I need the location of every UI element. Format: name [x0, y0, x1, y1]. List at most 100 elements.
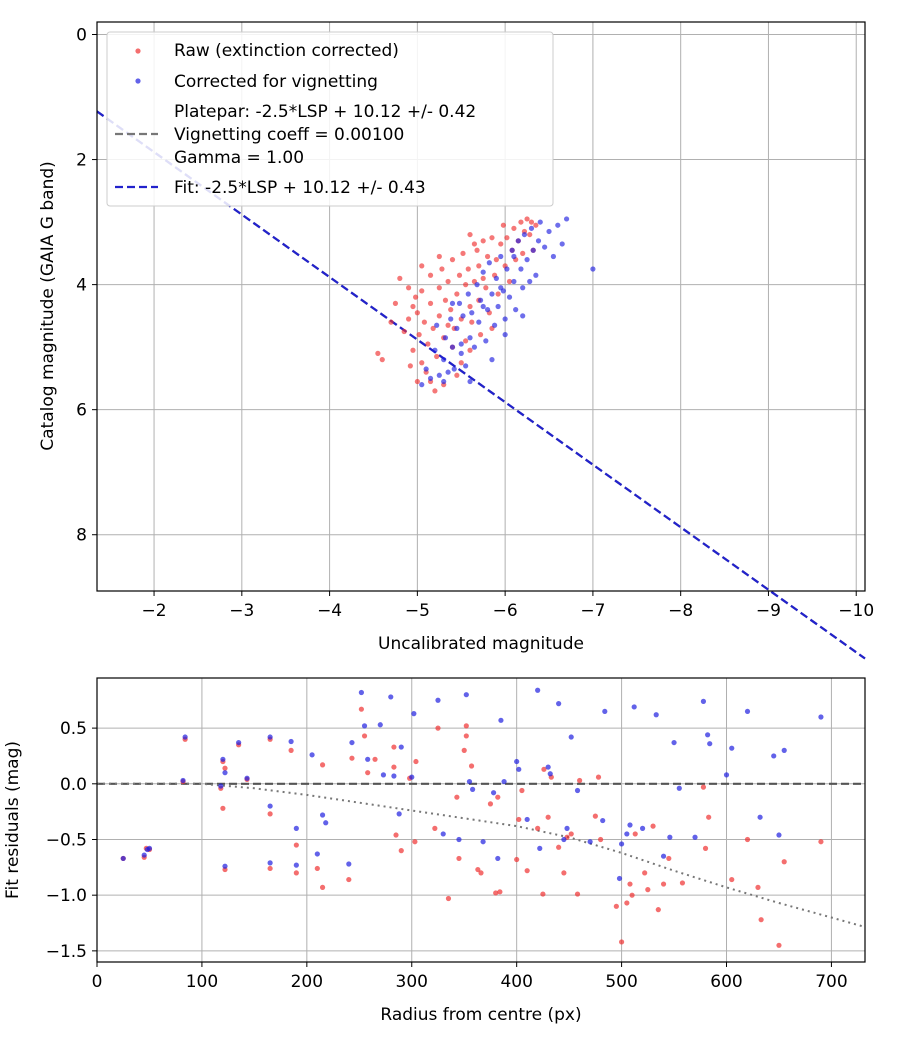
raw-residual-point	[349, 755, 355, 761]
top-y-tick-label: 6	[76, 401, 87, 421]
corrected-residual-point	[676, 785, 682, 791]
raw-residual-point	[655, 907, 661, 913]
raw-residual-point	[706, 814, 712, 820]
raw-residual-point	[577, 777, 583, 784]
corrected-residual-point	[618, 841, 625, 847]
raw-point	[434, 353, 440, 360]
corrected-residual-point	[535, 687, 541, 693]
corrected-residual-point	[600, 817, 606, 824]
raw-residual-point	[456, 855, 462, 862]
raw-residual-point	[666, 855, 672, 862]
raw-residual-point	[755, 884, 761, 890]
corrected-residual-point	[319, 812, 326, 818]
bottom-plot-background	[97, 678, 865, 962]
corrected-point	[550, 253, 557, 260]
raw-residual-point	[288, 747, 294, 753]
corrected-point	[511, 253, 517, 260]
raw-residual-point	[618, 939, 625, 945]
raw-point	[489, 235, 495, 241]
corrected-point	[456, 300, 463, 306]
corrected-residual-point	[757, 814, 763, 820]
corrected-residual-point	[700, 698, 707, 704]
raw-point	[506, 278, 513, 285]
corrected-residual-point	[244, 775, 250, 781]
corrected-residual-point	[602, 708, 608, 715]
corrected-residual-point	[667, 834, 673, 840]
corrected-point	[445, 369, 451, 375]
bottom-x-tick-label: 400	[500, 972, 532, 992]
raw-point	[483, 285, 489, 291]
corrected-residual-point	[556, 701, 562, 707]
corrected-residual-point	[346, 861, 352, 867]
corrected-residual-point	[466, 778, 473, 785]
corrected-point	[427, 375, 434, 382]
corrected-point	[515, 238, 521, 244]
corrected-point	[469, 310, 475, 316]
corrected-point	[458, 350, 464, 356]
raw-residual-point	[519, 787, 525, 794]
raw-residual-point	[413, 758, 419, 765]
raw-point	[410, 303, 416, 310]
corrected-residual-point	[361, 723, 368, 729]
raw-residual-point	[624, 900, 630, 906]
raw-point	[454, 291, 460, 297]
corrected-point	[465, 291, 471, 297]
corrected-residual-point	[409, 774, 415, 780]
corrected-residual-point	[222, 770, 228, 776]
corrected-residual-point	[411, 711, 417, 717]
raw-residual-point	[514, 856, 520, 863]
raw-residual-point	[540, 891, 546, 897]
corrected-point	[527, 278, 533, 285]
raw-residual-point	[487, 801, 494, 807]
corrected-residual-point	[537, 845, 543, 852]
raw-residual-point	[454, 794, 460, 800]
corrected-residual-point	[707, 741, 713, 747]
legend-raw-marker	[135, 48, 141, 54]
corrected-point	[524, 257, 530, 263]
corrected-point	[486, 260, 492, 266]
corrected-point	[471, 344, 478, 350]
raw-residual-point	[267, 865, 273, 872]
corrected-residual-point	[440, 831, 446, 837]
raw-residual-point	[645, 887, 651, 893]
corrected-point	[484, 307, 491, 313]
raw-residual-point	[700, 784, 707, 790]
raw-point	[405, 316, 412, 322]
raw-point	[456, 272, 463, 278]
raw-point	[419, 263, 425, 269]
corrected-residual-point	[141, 852, 147, 858]
corrected-point	[506, 294, 513, 300]
corrected-residual-point	[627, 822, 633, 828]
bottom-x-axis-label: Radius from centre (px)	[380, 1005, 581, 1025]
corrected-residual-point	[723, 772, 730, 778]
top-y-tick-label: 2	[76, 151, 87, 171]
corrected-point	[454, 325, 460, 331]
bottom-x-tick-label: 100	[186, 972, 218, 992]
corrected-residual-point	[377, 722, 383, 728]
raw-residual-point	[445, 895, 452, 902]
raw-residual-point	[541, 766, 547, 772]
raw-residual-point	[642, 870, 648, 876]
corrected-point	[441, 378, 447, 385]
raw-residual-point	[744, 836, 751, 843]
raw-point	[419, 360, 425, 366]
raw-residual-point	[393, 832, 399, 838]
corrected-residual-point	[574, 787, 581, 794]
corrected-residual-point	[568, 734, 574, 740]
legend-platepar-label-line1: Platepar: -2.5*LSP + 10.12 +/- 0.42	[174, 102, 476, 122]
top-x-tick-label: −4	[317, 601, 342, 621]
raw-residual-point	[220, 805, 226, 811]
raw-residual-point	[468, 763, 475, 769]
top-x-tick-label: −2	[142, 601, 167, 621]
raw-residual-point	[758, 917, 764, 923]
corrected-residual-point	[180, 777, 186, 784]
legend-box	[106, 31, 554, 207]
corrected-point	[492, 322, 498, 328]
corrected-point	[498, 253, 504, 260]
corrected-point	[436, 372, 442, 378]
raw-residual-point	[595, 774, 602, 780]
legend-corrected-marker	[135, 78, 141, 84]
corrected-residual-point	[660, 853, 667, 859]
corrected-residual-point	[146, 845, 153, 852]
